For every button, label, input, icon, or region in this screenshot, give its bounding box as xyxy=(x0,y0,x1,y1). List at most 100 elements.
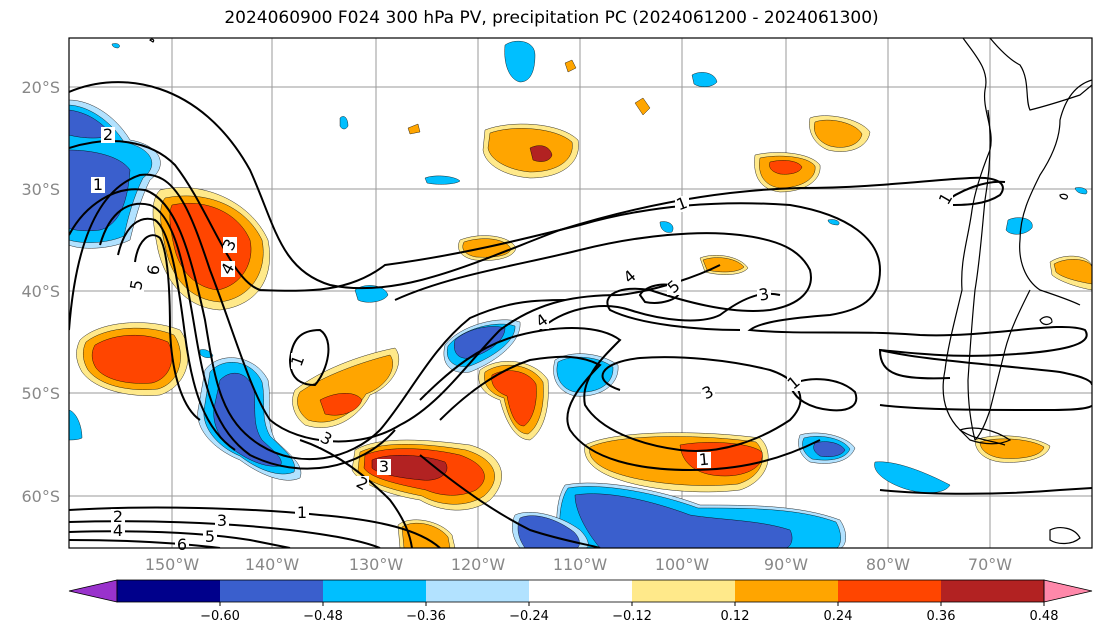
contour-label-bg xyxy=(675,196,689,212)
precip-negative-blob xyxy=(339,116,349,130)
precip-negative-blob xyxy=(354,285,389,303)
contour-label-bg xyxy=(377,459,391,475)
contour-label-bg xyxy=(355,476,369,492)
contour-label: 3 xyxy=(379,457,389,476)
pv-contour xyxy=(419,454,601,548)
contour-label: 6 xyxy=(177,535,187,554)
contour-label: 3 xyxy=(757,284,770,304)
precip-positive-blob xyxy=(407,123,421,135)
south-america-coast xyxy=(989,38,1092,111)
contour-label: 3 xyxy=(217,511,227,530)
pv-contour xyxy=(69,539,221,548)
contour-label-bg xyxy=(223,237,237,253)
contour-label-bg xyxy=(757,287,771,303)
colorbar-tick-label: 0.36 xyxy=(927,609,956,624)
tierra-del-fuego xyxy=(958,427,1012,445)
contour-label-bg xyxy=(111,523,125,539)
colorbar-swatch xyxy=(941,580,1044,602)
latitude-label: 50°S xyxy=(21,384,60,403)
pv-contour xyxy=(879,349,1092,386)
precip-positive-blob xyxy=(297,354,393,423)
contour-label-bg xyxy=(147,262,161,278)
island xyxy=(1039,316,1053,326)
precip-positive-blob xyxy=(814,119,863,148)
precip-negative-blob xyxy=(454,326,506,359)
pv-contour xyxy=(69,140,1088,380)
longitude-label: 70°W xyxy=(968,555,1012,574)
contour-label-bg xyxy=(203,529,217,545)
precip-positive-blob xyxy=(769,160,803,175)
longitude-labels: 150°W 140°W 130°W 120°W 110°W 100°W 90°W 80°W 70… xyxy=(145,555,1012,574)
pv-contour xyxy=(99,202,396,470)
colorbar-tick-label: 0.24 xyxy=(824,609,853,624)
colorbar-outline xyxy=(116,579,1045,603)
map-title: 2024060900 F024 300 hPa PV, precipitatio… xyxy=(224,8,879,28)
longitude-label: 100°W xyxy=(655,555,710,574)
pv-contour xyxy=(299,439,413,548)
south-america-coast xyxy=(942,38,1006,446)
contour-label-bg xyxy=(535,313,549,329)
contour-label-bg xyxy=(215,513,229,529)
pv-contour xyxy=(539,292,781,331)
longitude-label: 140°W xyxy=(245,555,300,574)
contour-label: 6 xyxy=(143,263,163,276)
contour-label-bg xyxy=(91,177,105,193)
contour-label-bg xyxy=(111,509,125,525)
contour-label-bg xyxy=(623,269,637,285)
colorbar-swatch xyxy=(117,580,220,602)
contour-label: 5 xyxy=(126,278,146,291)
contour-label: 2 xyxy=(103,125,113,144)
precip-positive-blob xyxy=(319,393,363,416)
pv-contour xyxy=(134,234,201,421)
colorbar-swatch xyxy=(529,580,632,602)
pv-contour xyxy=(288,328,330,387)
contour-label-bg xyxy=(175,537,189,553)
longitude-label: 110°W xyxy=(553,555,608,574)
precip-positive-blob xyxy=(529,145,553,162)
colorbar-swatch xyxy=(838,580,941,602)
pv-contour xyxy=(879,404,1092,412)
contour-label: 4 xyxy=(113,521,123,540)
pv-contour xyxy=(789,378,858,412)
longitude-label: 120°W xyxy=(451,555,506,574)
contour-label-bg xyxy=(787,375,801,391)
colorbar-swatch xyxy=(323,580,426,602)
precip-negative-blob xyxy=(813,441,846,457)
precip-negative-blob xyxy=(574,493,793,548)
precip-positive-blob xyxy=(634,97,651,116)
precip-positive-blob xyxy=(91,334,172,384)
contour-label-bg xyxy=(295,505,309,521)
colorbar-extend-low xyxy=(68,579,118,603)
precip-negative-blob xyxy=(199,349,214,358)
contour-label: 1 xyxy=(93,175,103,194)
map-frame xyxy=(68,37,1093,549)
pv-contour xyxy=(879,487,1092,495)
south-america-border xyxy=(967,109,991,441)
precip-positive-blob xyxy=(487,128,573,173)
south-america-coast xyxy=(974,289,1031,441)
contour-label-bg xyxy=(701,385,715,401)
latitude-labels: 20°S 30°S 40°S 50°S 60°S xyxy=(21,78,60,506)
longitude-label: 130°W xyxy=(349,555,404,574)
colorbar-tick-label: −0.12 xyxy=(612,609,652,624)
latitude-label: 40°S xyxy=(21,282,60,301)
contour-label: 2 xyxy=(113,507,123,526)
latitude-label: 60°S xyxy=(21,487,60,506)
precip-negative-blob xyxy=(1005,217,1033,235)
pv-contour xyxy=(117,217,236,451)
latitude-label: 30°S xyxy=(21,180,60,199)
precip-positive-blob xyxy=(491,370,537,427)
precip-negative-blob xyxy=(504,40,536,83)
pv-contour xyxy=(69,173,721,443)
contour-label-bg xyxy=(319,431,333,447)
island xyxy=(1049,527,1081,545)
contour-label-bg xyxy=(667,279,681,295)
precip-negative-blob xyxy=(111,43,120,49)
contour-label-bg xyxy=(221,261,235,277)
contour-label: 5 xyxy=(205,527,215,546)
contour-label-bg xyxy=(939,191,953,207)
precip-negative-blob xyxy=(1074,187,1088,195)
colorbar-swatch xyxy=(426,580,529,602)
